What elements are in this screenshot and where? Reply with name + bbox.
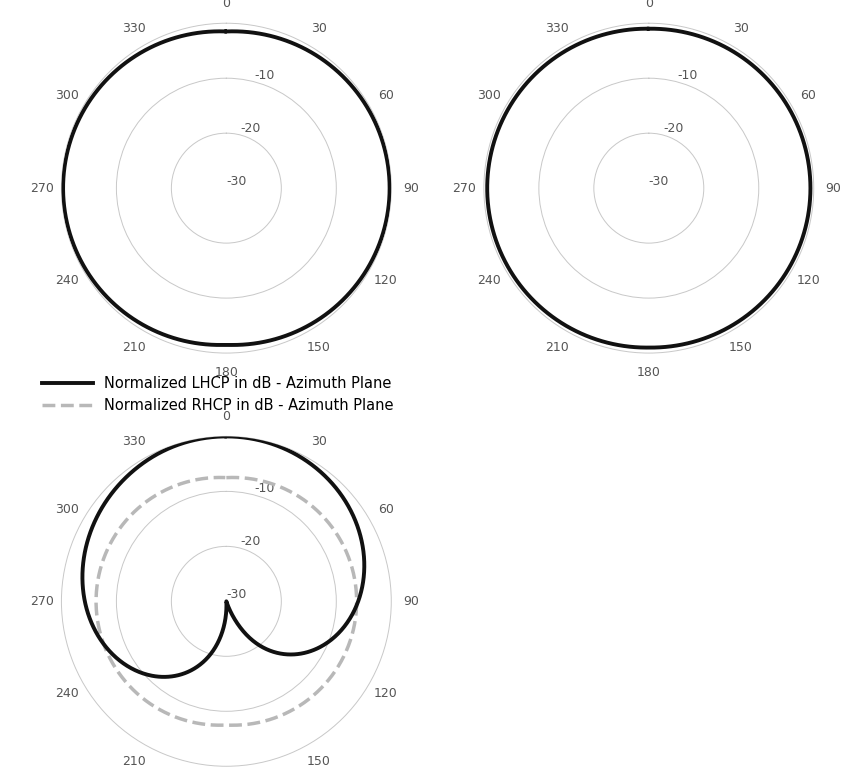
Normalized LHCP in dB - Azimuth Plane [240,433,251,442]
Line: Normalized RHCP in dB - Azimuth Plane: Normalized RHCP in dB - Azimuth Plane [96,478,357,725]
Normalized LHCP in dB - Azimuth Plane [220,432,230,441]
Normalized LHCP in dB - Azimuth Plane [122,661,132,670]
Normalized RHCP in dB - Azimuth Plane [221,473,231,482]
Normalized LHCP in dB - Azimuth Plane [143,670,154,680]
Normalized LHCP in dB - Azimuth Plane [359,573,369,582]
Normalized RHCP in dB - Azimuth Plane [235,473,245,482]
Legend: Normalized LHCP in dB - Azimuth Plane, Normalized RHCP in dB - Azimuth Plane: Normalized LHCP in dB - Azimuth Plane, N… [41,376,394,413]
Normalized RHCP in dB - Azimuth Plane [221,473,232,482]
Normalized RHCP in dB - Azimuth Plane [310,504,320,513]
Line: Normalized LHCP in dB - Azimuth Plane: Normalized LHCP in dB - Azimuth Plane [82,437,365,677]
Normalized RHCP in dB - Azimuth Plane [349,618,360,628]
Normalized RHCP in dB - Azimuth Plane [349,574,360,584]
Normalized LHCP in dB - Azimuth Plane [329,482,340,491]
Normalized LHCP in dB - Azimuth Plane [343,616,353,625]
Normalized RHCP in dB - Azimuth Plane [128,685,138,694]
Normalized LHCP in dB - Azimuth Plane [221,432,232,441]
Normalized RHCP in dB - Azimuth Plane [352,597,362,606]
Normalized LHCP in dB - Azimuth Plane [221,597,232,606]
Normalized RHCP in dB - Azimuth Plane [112,667,123,676]
